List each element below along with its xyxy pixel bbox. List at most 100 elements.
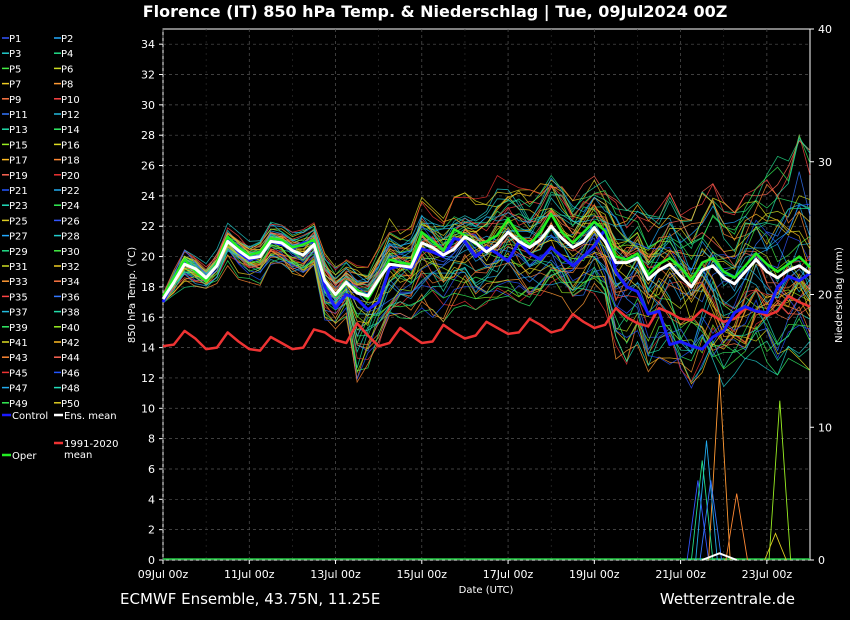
- legend-label: P1: [9, 34, 21, 45]
- ensemble-member-line: [162, 196, 811, 302]
- legend-label: P12: [61, 110, 80, 121]
- legend-label: P35: [9, 292, 28, 303]
- y-tick-label: 18: [141, 281, 155, 294]
- legend-label: P33: [9, 277, 28, 288]
- legend-label: P34: [61, 277, 80, 288]
- legend-label: P38: [61, 308, 80, 319]
- legend-label: P21: [9, 186, 28, 197]
- legend-label: P20: [61, 171, 80, 182]
- precip-ens-mean: [701, 552, 738, 561]
- y-tick-label: 34: [141, 38, 155, 51]
- y2-tick-label: 30: [818, 156, 832, 169]
- y2-tick-label: 20: [818, 289, 832, 302]
- legend-label: P40: [61, 323, 80, 334]
- legend-label: P32: [61, 262, 80, 273]
- legend-label: P2: [61, 34, 73, 45]
- precip-member-spike: [695, 440, 718, 561]
- legend-label: P26: [61, 216, 80, 227]
- legend-label: P24: [61, 201, 80, 212]
- ensemble-member-line: [162, 179, 811, 333]
- y-axis-label: 850 hPa Temp. (°C): [127, 247, 138, 343]
- legend-label: P42: [61, 338, 80, 349]
- legend-label: P27: [9, 232, 28, 243]
- chart-title: Florence (IT) 850 hPa Temp. & Niederschl…: [143, 2, 728, 22]
- precip-member-spike: [768, 400, 792, 561]
- legend-label: P6: [61, 64, 73, 75]
- legend-label: P45: [9, 368, 28, 379]
- legend-label: P36: [61, 292, 80, 303]
- series-line-ens-mean: [161, 224, 811, 300]
- legend-label: P9: [9, 95, 21, 106]
- legend-label: P43: [9, 353, 28, 364]
- y2-tick-label: 0: [818, 554, 825, 567]
- x-tick-label: 09Jul 00z: [138, 568, 189, 581]
- legend-label: P11: [9, 110, 28, 121]
- legend-label: P10: [61, 95, 80, 106]
- legend-label: P31: [9, 262, 28, 273]
- legend-label: P4: [61, 49, 73, 60]
- precip-member-spike: [690, 460, 714, 561]
- x-tick-label: 21Jul 00z: [655, 568, 706, 581]
- plot-frame: [162, 28, 811, 561]
- precip-member-spike: [708, 374, 731, 561]
- legend-label: P28: [61, 232, 80, 243]
- legend-label: P15: [9, 140, 28, 151]
- legend-label: P8: [61, 80, 73, 91]
- legend-label: P48: [61, 384, 80, 395]
- y-tick-label: 26: [141, 160, 155, 173]
- legend-label: P50: [61, 399, 80, 410]
- legend-label: P5: [9, 64, 21, 75]
- y2-tick-label: 40: [818, 23, 832, 36]
- legend-label: P13: [9, 125, 28, 136]
- legend-label: P19: [9, 171, 28, 182]
- series-line-1991-2020-mean: [162, 294, 811, 352]
- legend-label: P22: [61, 186, 80, 197]
- legend-label: P47: [9, 384, 28, 395]
- y-tick-label: 30: [141, 99, 155, 112]
- x-tick-label: 13Jul 00z: [310, 568, 361, 581]
- legend: P1 P3 P5 P7 P9 P11 P13 P15 P17 P19 P21 P23 P25 P27 P29…: [2, 34, 119, 462]
- legend-label: P46: [61, 368, 80, 379]
- footer-source: ECMWF Ensemble, 43.75N, 11.25E: [120, 590, 380, 608]
- x-tick-label: 19Jul 00z: [569, 568, 620, 581]
- ensemble-member-line: [162, 177, 811, 303]
- legend-label: P49: [9, 399, 28, 410]
- x-tick-label: 17Jul 00z: [483, 568, 534, 581]
- legend-label-main: Ens. mean: [64, 411, 117, 422]
- legend-label: P25: [9, 216, 28, 227]
- legend-label: P17: [9, 156, 28, 167]
- y-tick-label: 20: [141, 251, 155, 264]
- legend-label-main: Oper: [12, 451, 37, 462]
- legend-label: P3: [9, 49, 21, 60]
- legend-label: P30: [61, 247, 80, 258]
- ensemble-member-line: [162, 226, 811, 336]
- y-tick-label: 22: [141, 220, 155, 233]
- legend-label: P39: [9, 323, 28, 334]
- legend-label: P44: [61, 353, 80, 364]
- ensemble-member-line: [162, 136, 811, 301]
- y-tick-label: 32: [141, 69, 155, 82]
- ensemble-member-line: [162, 221, 811, 301]
- ensemble-member-line: [162, 175, 811, 333]
- y-tick-label: 0: [148, 554, 155, 567]
- ensemble-member-line: [162, 221, 811, 351]
- y-tick-label: 8: [148, 433, 155, 446]
- legend-label: P37: [9, 308, 28, 319]
- legend-label: P18: [61, 156, 80, 167]
- x-axis-label: Date (UTC): [459, 585, 514, 596]
- ensemble-member-line: [162, 225, 811, 365]
- y-tick-label: 10: [141, 402, 155, 415]
- ensemble-member-line: [162, 257, 811, 376]
- y-tick-label: 16: [141, 311, 155, 324]
- x-tick-label: 11Jul 00z: [224, 568, 275, 581]
- y-tick-label: 14: [141, 342, 155, 355]
- legend-label-main-2: mean: [64, 450, 92, 461]
- legend-label-main: Control: [12, 411, 48, 422]
- legend-label: P23: [9, 201, 28, 212]
- footer-site: Wetterzentrale.de: [660, 590, 795, 608]
- y-tick-label: 12: [141, 372, 155, 385]
- precip-member-spike: [686, 480, 710, 561]
- legend-label: P16: [61, 140, 80, 151]
